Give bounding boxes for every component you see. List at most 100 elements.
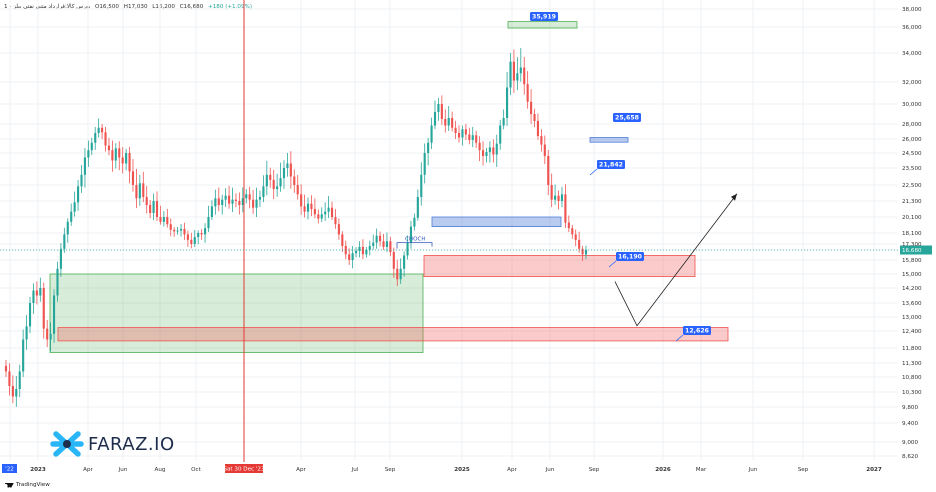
candle-body — [238, 201, 241, 205]
time-tick-label: Aug — [155, 467, 166, 473]
time-tick-label: 2025 — [454, 467, 470, 473]
time-tick-label: 2023 — [30, 467, 46, 473]
candle-body — [578, 239, 581, 249]
time-axis[interactable]: '22 2023 Apr Jun Aug Oct Sat 30 Dec '23 Apr Jul S… — [2, 464, 882, 473]
candle-body — [293, 176, 296, 185]
candle-body — [543, 144, 546, 156]
candle-body — [28, 303, 32, 327]
candle-body — [324, 211, 327, 215]
candle-body — [207, 217, 210, 229]
candle-body — [303, 206, 306, 212]
time-tick-label: 2026 — [655, 467, 671, 473]
candle-body — [282, 168, 286, 179]
candle-body — [457, 133, 461, 138]
candle-body — [210, 206, 213, 217]
candle-body — [252, 199, 255, 208]
candle-body — [375, 235, 378, 243]
price-axis[interactable]: 8,620 9,000 9,400 9,800 10,300 10,800 11,300 11… — [900, 7, 932, 460]
candle-body — [22, 339, 25, 372]
level-label-box — [613, 113, 641, 122]
chart-grid — [0, 0, 898, 460]
candle-body — [32, 290, 35, 303]
candle-body — [104, 132, 107, 146]
choch-bracket — [396, 242, 433, 249]
candle-body — [42, 288, 45, 329]
level-label-pointer — [675, 334, 684, 342]
candle-body — [584, 250, 588, 255]
candle-body — [183, 229, 186, 235]
projection-arrowhead — [731, 193, 737, 201]
candle-body — [145, 197, 148, 205]
candle-body — [155, 201, 159, 217]
candle-body — [382, 241, 385, 247]
candle-body — [49, 333, 52, 340]
faraz-logo: FARAZ.IO — [50, 429, 175, 459]
candle-body — [368, 245, 371, 250]
candle-body — [509, 61, 512, 88]
candle-body — [547, 156, 550, 185]
candle-body — [516, 73, 519, 81]
price-tick-label: 32,000 — [902, 80, 922, 86]
projection-path — [614, 193, 738, 327]
level-label: 12,626 — [685, 328, 709, 335]
candle-body — [131, 171, 135, 185]
zone-target-green — [507, 21, 578, 29]
price-tick-label: 20,100 — [902, 215, 922, 221]
choch-label: CHOCH — [405, 237, 426, 243]
candle-body — [567, 222, 570, 229]
candle-body — [15, 389, 18, 397]
candle-body — [502, 118, 505, 126]
price-tick-label: 34,000 — [902, 51, 922, 57]
candle-body — [169, 224, 172, 230]
candle-body — [121, 157, 124, 164]
tradingview-brand[interactable]: TradingView — [5, 482, 50, 488]
candle-body — [248, 194, 251, 200]
candle-body — [313, 209, 316, 215]
candle-body — [87, 150, 90, 158]
candle-body — [245, 194, 248, 199]
candle-body — [279, 178, 282, 187]
time-tick-label: Apr — [296, 467, 306, 473]
candle-body — [94, 133, 97, 143]
symbol-header: بورس کالا:قرارداد متنی نفتی بیلز - 1 O16… — [4, 4, 255, 10]
candle-body — [447, 118, 450, 126]
candle-body — [128, 153, 131, 172]
candle-body — [46, 328, 49, 340]
candle-body — [519, 67, 522, 74]
candle-body — [217, 198, 220, 205]
price-tick-label: 24,500 — [902, 151, 922, 157]
candle-body — [258, 197, 262, 200]
chart-overlay: CHOCH 35,919 25,658 21,842 16,190 12,626 — [0, 0, 898, 462]
symbol-name[interactable]: بورس کالا:قرارداد متنی نفتی بیلز - 1 — [4, 4, 91, 10]
candle-body — [512, 61, 515, 81]
price-tick-label: 28,000 — [902, 122, 922, 128]
candle-body — [550, 185, 553, 200]
price-tick-label: 13,000 — [902, 315, 922, 321]
candle-body — [52, 295, 56, 334]
price-tick-label: 10,300 — [902, 390, 922, 396]
candle-body — [66, 221, 69, 235]
zone-demand-red — [57, 327, 729, 342]
tradingview-label: TradingView — [16, 482, 50, 488]
candle-body — [571, 228, 574, 235]
time-tick-label: Apr — [83, 467, 93, 473]
candle-body — [564, 194, 567, 223]
level-label-box — [530, 12, 558, 21]
logo-text: FARAZ.IO — [88, 433, 175, 455]
close-value: C16,680 — [179, 4, 204, 10]
marker-date-tag — [225, 464, 263, 473]
candle-body — [173, 229, 176, 232]
candle-body — [348, 254, 351, 260]
candle-body — [276, 186, 279, 189]
price-tick-label: 15,800 — [902, 258, 922, 264]
candle-body — [125, 153, 128, 164]
candle-series — [4, 47, 588, 407]
candle-body — [73, 202, 76, 212]
candle-body — [420, 174, 423, 197]
level-label-pointer — [589, 168, 598, 176]
candle-body — [372, 242, 375, 246]
candle-body — [354, 250, 358, 254]
price-tick-label: 10,800 — [902, 375, 922, 381]
candle-body — [365, 249, 368, 255]
